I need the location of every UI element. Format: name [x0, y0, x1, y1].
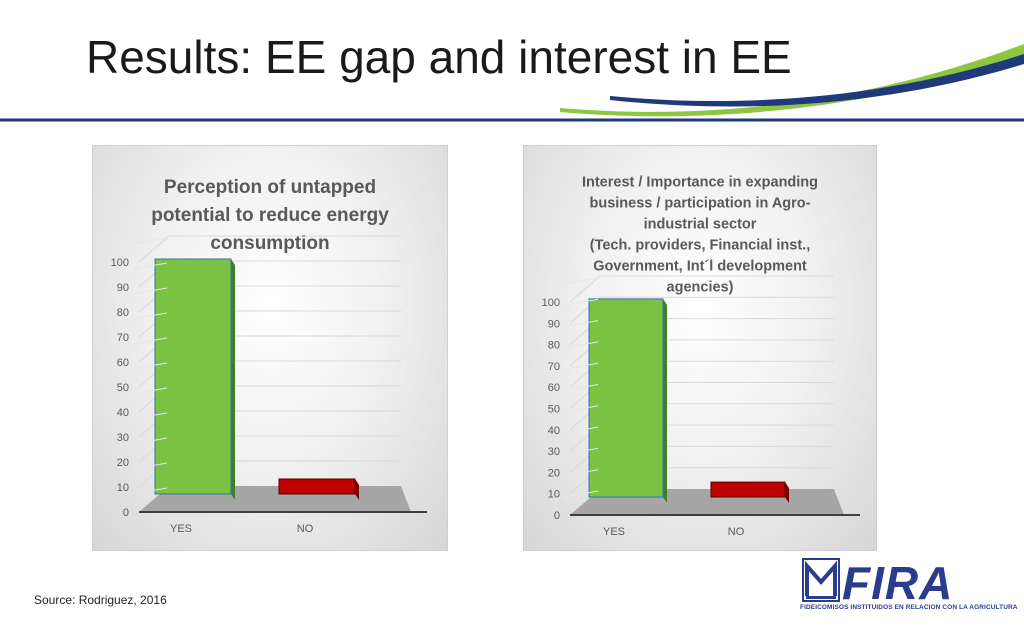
bar-yes	[154, 258, 232, 495]
y-tick-label: 90	[117, 282, 129, 294]
x-tick-label: NO	[728, 526, 745, 538]
wall-line	[132, 437, 168, 445]
wall-line	[132, 487, 168, 495]
bar-no	[710, 481, 786, 498]
y-tick-label: 80	[117, 307, 129, 319]
wall-line	[132, 337, 168, 345]
wall-line	[132, 462, 168, 470]
wall-line	[132, 312, 168, 320]
y-tick-label: 0	[554, 510, 560, 522]
gridline-side	[569, 275, 601, 303]
wall-line	[132, 237, 168, 245]
chart-title-line: industrial sector	[644, 217, 757, 233]
wall-line	[563, 490, 599, 498]
wall-line	[563, 447, 599, 455]
y-tick-label: 90	[548, 318, 560, 330]
chart-panel-interest: Interest / Importance in expanding busine…	[523, 145, 877, 551]
bar-side-yes	[663, 298, 667, 503]
wall-line	[563, 277, 599, 285]
chart-panel-untapped-potential: Perception of untapped potential to reduc…	[92, 145, 448, 551]
blue-swoosh	[610, 54, 1024, 107]
x-tick-label: NO	[297, 523, 314, 535]
gridline-side	[138, 235, 170, 263]
fira-emblem-icon	[802, 558, 840, 602]
slide-title: Results: EE gap and interest in EE	[86, 31, 792, 83]
y-tick-label: 80	[548, 340, 560, 352]
chart-title-line: (Tech. providers, Financial inst.,	[590, 238, 811, 254]
wall-line	[132, 412, 168, 420]
y-tick-label: 40	[548, 425, 560, 437]
wall-line	[563, 320, 599, 328]
bar-no	[278, 478, 356, 495]
source-note: Source: Rodriguez, 2016	[34, 593, 167, 607]
y-tick-label: 100	[111, 257, 129, 269]
chart-interest: Interest / Importance in expanding busine…	[542, 175, 860, 538]
chart-title-line: business / participation in Agro-	[589, 196, 810, 212]
y-tick-label: 0	[123, 507, 129, 519]
wall-line	[563, 405, 599, 413]
wall-line	[563, 384, 599, 391]
bar-side-no	[785, 482, 789, 503]
y-tick-label: 50	[548, 404, 560, 416]
y-tick-label: 40	[117, 407, 129, 419]
chart-title-line: Perception of untapped	[164, 177, 376, 198]
wall-line	[563, 469, 599, 477]
bar-yes	[588, 298, 664, 498]
y-tick-label: 10	[117, 482, 129, 494]
chart-title-line: potential to reduce energy	[151, 205, 389, 226]
y-tick-label: 100	[542, 297, 560, 309]
y-tick-label: 60	[548, 382, 560, 394]
wall-line	[563, 341, 599, 349]
bar-side-no	[355, 479, 359, 500]
chart-title-line: consumption	[210, 233, 329, 254]
y-tick-label: 20	[117, 457, 129, 469]
wall-line	[563, 298, 599, 306]
y-tick-label: 20	[548, 467, 560, 479]
chart-untapped-potential: Perception of untapped potential to reduc…	[111, 177, 427, 535]
y-tick-label: 70	[548, 361, 560, 373]
fira-tagline: FIDEICOMISOS INSTITUIDOS EN RELACION CON…	[800, 604, 1018, 611]
chart-title-line: Interest / Importance in expanding	[582, 175, 818, 191]
y-tick-label: 70	[117, 332, 129, 344]
wall-line	[132, 262, 168, 270]
bar-side-yes	[231, 259, 235, 500]
y-tick-label: 50	[117, 382, 129, 394]
fira-wordmark: FIRA	[842, 557, 954, 609]
x-tick-label: YES	[603, 526, 625, 538]
x-tick-label: YES	[170, 523, 192, 535]
y-tick-label: 30	[117, 432, 129, 444]
chart-title-line: agencies)	[667, 280, 734, 296]
wall-line	[132, 362, 168, 370]
y-tick-label: 60	[117, 357, 129, 369]
wall-line	[563, 362, 599, 370]
chart-title-line: Government, Int´l development	[593, 259, 807, 275]
fira-logo: FIRA FIDEICOMISOS INSTITUIDOS EN RELACIO…	[800, 556, 1017, 616]
wall-line	[132, 287, 168, 295]
y-tick-label: 10	[548, 489, 560, 501]
wall-line	[563, 426, 599, 434]
header-swoosh	[0, 44, 1024, 122]
y-tick-label: 30	[548, 446, 560, 458]
wall-line	[132, 387, 168, 395]
